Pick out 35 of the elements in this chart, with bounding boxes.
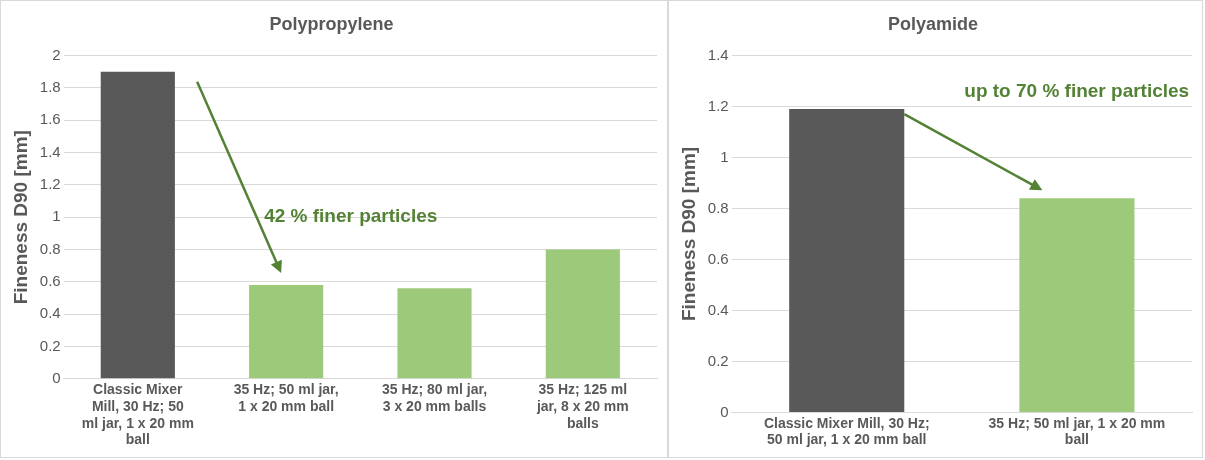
bar bbox=[397, 288, 472, 379]
bar bbox=[100, 71, 175, 379]
y-tick-label: 0.4 bbox=[39, 304, 61, 322]
bar bbox=[249, 285, 324, 379]
annotation: up to 70 % finer particles bbox=[964, 79, 1190, 101]
y-tick-label: 0.2 bbox=[707, 351, 729, 369]
y-tick-label: 1 bbox=[720, 147, 729, 165]
y-tick-label: 0.4 bbox=[707, 300, 729, 318]
chart-title: Polypropylene bbox=[269, 13, 394, 34]
y-tick-label: 1.4 bbox=[707, 45, 729, 63]
y-axis-title: Fineness D90 [mm] bbox=[677, 146, 699, 322]
y-tick-label: 0.8 bbox=[707, 198, 729, 216]
y-tick-label: 1.6 bbox=[39, 110, 61, 128]
x-tick-label: 35 Hz; 125 ml jar, 8 x 20 mm balls bbox=[535, 381, 629, 431]
chart-title: Polyamide bbox=[887, 13, 979, 34]
y-tick-label: 0.6 bbox=[707, 249, 729, 267]
x-tick-label: 35 Hz; 50 ml jar, 1 x 20 mm ball bbox=[233, 381, 339, 414]
y-tick-label: 0.8 bbox=[39, 239, 61, 257]
y-tick-label: 0.2 bbox=[39, 336, 61, 354]
x-tick-label: Classic Mixer Mill, 30 Hz; 50 ml jar, 1 x 20 mm ball bbox=[763, 414, 930, 448]
y-tick-label: 1.2 bbox=[707, 96, 729, 114]
y-tick-label: 0 bbox=[720, 402, 729, 420]
x-tick-label: Classic Mixer Mill, 30 Hz; 50 ml jar, 1 x 20 mm ball bbox=[81, 381, 194, 448]
y-tick-label: 0.6 bbox=[39, 271, 61, 289]
y-tick-label: 1 bbox=[52, 207, 61, 225]
annotation: 42 % finer particles bbox=[264, 205, 438, 227]
x-tick-label: 35 Hz; 50 ml jar, 1 x 20 mm ball bbox=[988, 414, 1166, 448]
y-tick-label: 1.2 bbox=[39, 175, 61, 193]
bar bbox=[545, 249, 620, 379]
x-tick-label: 35 Hz; 80 ml jar, 3 x 20 mm balls bbox=[381, 381, 488, 414]
y-tick-label: 2 bbox=[52, 45, 61, 63]
y-tick-label: 1.8 bbox=[39, 78, 61, 96]
y-tick-label: 0 bbox=[52, 368, 61, 386]
y-tick-label: 1.4 bbox=[39, 142, 61, 160]
y-axis-title: Fineness D90 [mm] bbox=[9, 130, 31, 305]
